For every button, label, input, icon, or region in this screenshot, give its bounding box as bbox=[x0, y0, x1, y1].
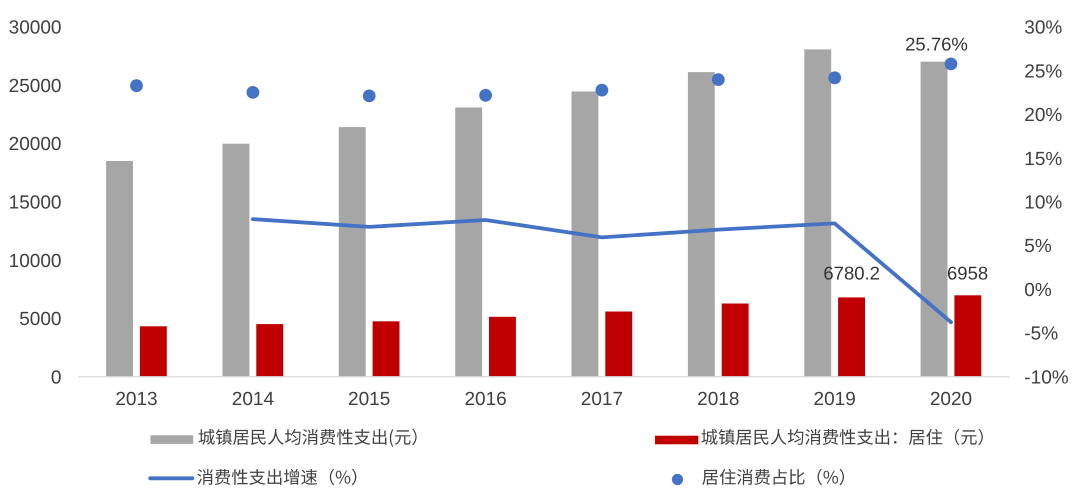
svg-text:5%: 5% bbox=[1024, 236, 1052, 257]
svg-text:0%: 0% bbox=[1024, 280, 1052, 301]
svg-text:6780.2: 6780.2 bbox=[823, 262, 880, 283]
svg-text:-5%: -5% bbox=[1024, 324, 1058, 345]
svg-text:2018: 2018 bbox=[697, 389, 739, 410]
svg-text:2016: 2016 bbox=[464, 389, 506, 410]
svg-text:20%: 20% bbox=[1024, 105, 1062, 126]
svg-text:30%: 30% bbox=[1024, 18, 1062, 39]
svg-text:5000: 5000 bbox=[19, 309, 61, 330]
svg-text:10%: 10% bbox=[1024, 193, 1062, 214]
svg-text:2015: 2015 bbox=[348, 389, 390, 410]
svg-text:0: 0 bbox=[51, 367, 62, 388]
svg-text:25%: 25% bbox=[1024, 61, 1062, 82]
svg-text:25000: 25000 bbox=[9, 76, 62, 97]
svg-text:2013: 2013 bbox=[115, 389, 157, 410]
svg-text:6958: 6958 bbox=[947, 262, 988, 283]
svg-text:15000: 15000 bbox=[9, 193, 62, 214]
svg-text:10000: 10000 bbox=[9, 251, 62, 272]
svg-text:15%: 15% bbox=[1024, 149, 1062, 170]
svg-text:20000: 20000 bbox=[9, 134, 62, 155]
svg-text:2017: 2017 bbox=[581, 389, 623, 410]
svg-text:25.76%: 25.76% bbox=[905, 33, 968, 54]
svg-text:30000: 30000 bbox=[9, 18, 62, 39]
svg-text:2014: 2014 bbox=[232, 389, 275, 410]
svg-text:2019: 2019 bbox=[814, 389, 856, 410]
svg-text:2020: 2020 bbox=[930, 389, 972, 410]
svg-text:-10%: -10% bbox=[1024, 367, 1068, 388]
